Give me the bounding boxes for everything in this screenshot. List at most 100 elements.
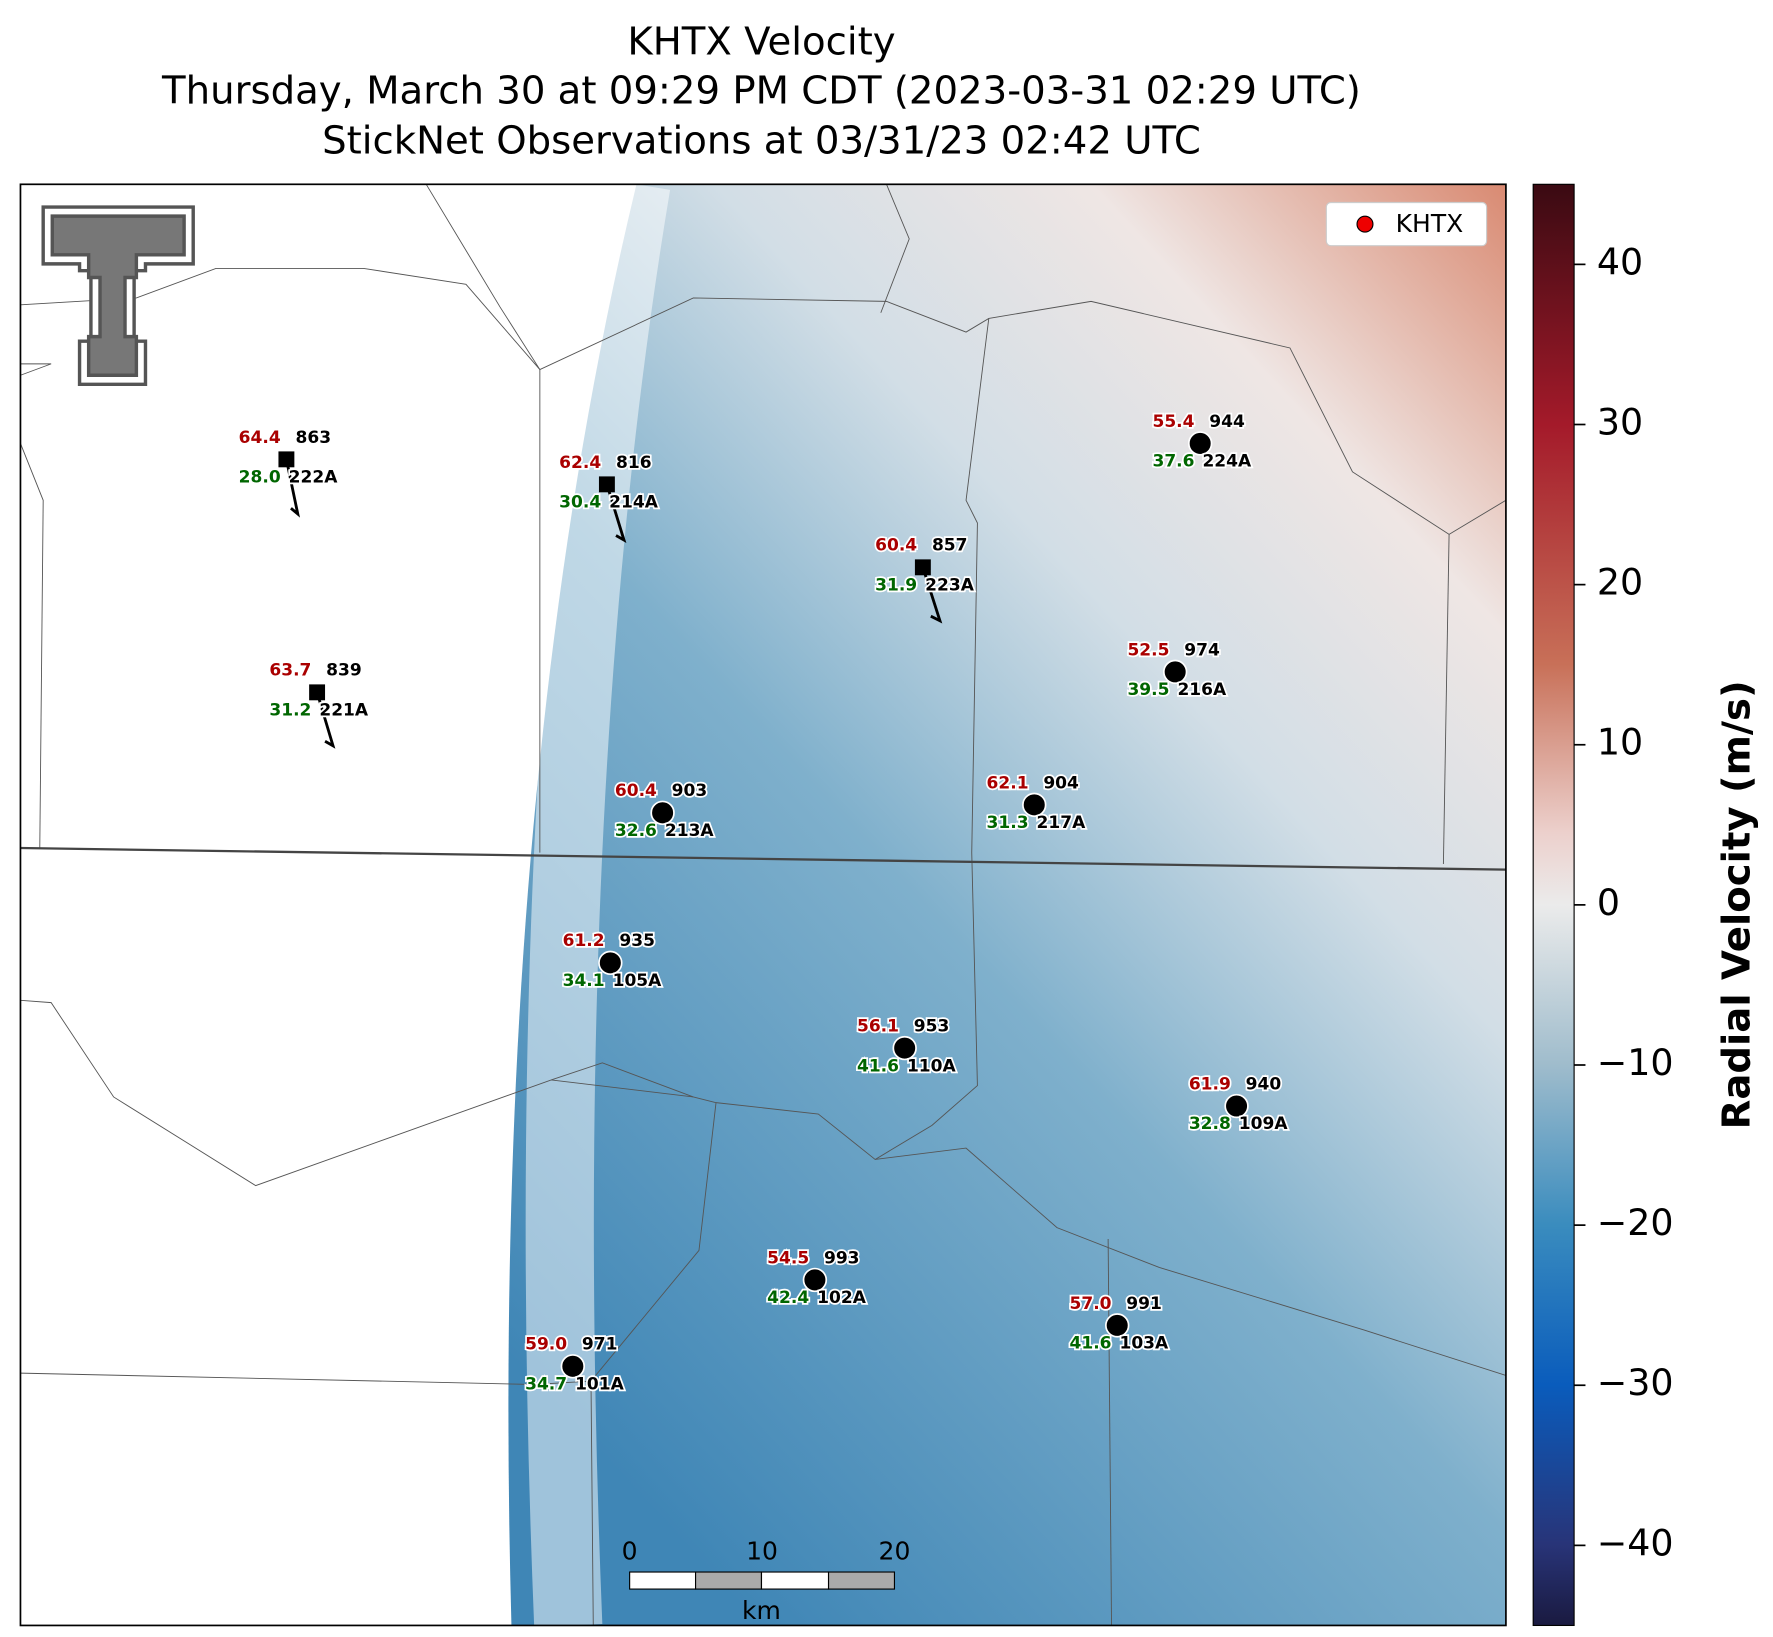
station-marker <box>1187 431 1213 456</box>
temperature: 62.1 <box>987 773 1029 793</box>
state-line <box>20 846 1506 871</box>
colorbar-tick-label: 10 <box>1597 721 1643 764</box>
pressure: 991 <box>1126 1294 1162 1314</box>
station-id: 103A <box>1119 1334 1169 1354</box>
dewpoint: 41.6 <box>1070 1334 1112 1354</box>
title: KHTX Velocity <box>627 20 895 65</box>
station-id: 221A <box>319 701 369 721</box>
station-marker <box>1104 1313 1130 1338</box>
scale-tick-label: 0 <box>622 1537 638 1566</box>
scale-bar <box>629 1571 896 1590</box>
station-marker <box>892 1035 917 1061</box>
pressure: 993 <box>824 1248 860 1268</box>
pressure: 816 <box>616 453 652 473</box>
dewpoint: 41.6 <box>857 1056 899 1076</box>
dewpoint: 31.9 <box>875 576 917 596</box>
wind-barb <box>605 483 627 544</box>
colorbar-label: Radial Velocity (m/s) <box>1714 680 1759 1129</box>
station-marker <box>598 476 615 493</box>
scale-tick-label: 10 <box>746 1537 778 1566</box>
station-id: 102A <box>817 1288 867 1308</box>
pressure: 863 <box>295 428 331 448</box>
colorbar-tick-label: −20 <box>1597 1201 1674 1244</box>
dewpoint: 34.7 <box>525 1374 567 1394</box>
colorbar-tick-label: −10 <box>1597 1041 1674 1084</box>
dewpoint: 42.4 <box>767 1288 809 1308</box>
pressure: 839 <box>326 661 362 681</box>
pressure: 940 <box>1246 1074 1282 1094</box>
temperature: 55.4 <box>1152 412 1194 432</box>
temperature: 60.4 <box>875 536 917 556</box>
plot-frame <box>19 183 1507 1627</box>
temperature: 52.5 <box>1127 640 1169 660</box>
station-marker <box>1022 792 1047 818</box>
station-id: 109A <box>1239 1114 1289 1134</box>
dewpoint: 32.6 <box>615 821 657 841</box>
station-id: 105A <box>613 971 663 991</box>
temperature: 61.9 <box>1189 1074 1231 1094</box>
subtitle: Thursday, March 30 at 09:29 PM CDT (2023… <box>161 69 1361 114</box>
temperature: 60.4 <box>615 781 657 801</box>
station-id: 216A <box>1177 680 1227 700</box>
county-lines <box>20 184 1506 1626</box>
temperature: 57.0 <box>1070 1294 1112 1314</box>
map <box>20 184 1506 1626</box>
station-marker <box>278 451 295 468</box>
station-id: 101A <box>575 1374 625 1394</box>
station-marker <box>802 1267 828 1293</box>
temperature: 54.5 <box>767 1248 809 1268</box>
pressure: 935 <box>619 931 655 951</box>
colorbar <box>1532 183 1575 1627</box>
wind-barb <box>315 691 336 749</box>
pressure: 974 <box>1184 640 1220 660</box>
subtitle: StickNet Observations at 03/31/23 02:42 … <box>322 119 1201 164</box>
pressure: 857 <box>932 536 968 556</box>
station-id: 213A <box>665 821 715 841</box>
dewpoint: 31.2 <box>269 701 311 721</box>
scale-unit: km <box>742 1596 781 1625</box>
dewpoint: 34.1 <box>563 971 605 991</box>
logo <box>41 205 195 387</box>
station-id: 224A <box>1202 452 1252 472</box>
station-id: 214A <box>609 493 659 513</box>
pressure: 953 <box>914 1016 950 1036</box>
temperature: 64.4 <box>239 428 281 448</box>
station-marker <box>598 950 623 976</box>
station-id: 223A <box>925 576 975 596</box>
colorbar-tick-label: 0 <box>1597 881 1620 924</box>
wind-barb <box>285 459 300 518</box>
legend-label: KHTX <box>1396 209 1464 238</box>
station-id: 222A <box>289 468 339 488</box>
stations: 64.4 863 28.0 222A 62.4 816 30.4 214A 60.4 857 31.… <box>237 410 1290 1396</box>
wind-barb <box>921 566 943 624</box>
station-marker <box>650 800 675 826</box>
dewpoint: 28.0 <box>239 468 281 488</box>
colorbar-tick-label: 40 <box>1597 240 1643 283</box>
station-marker <box>1224 1093 1249 1119</box>
radar-field <box>508 184 1506 1626</box>
pressure: 971 <box>582 1335 618 1355</box>
dewpoint: 31.3 <box>987 813 1029 833</box>
colorbar-tick-label: 30 <box>1597 401 1643 444</box>
legend-marker <box>1356 215 1374 233</box>
temperature: 62.4 <box>559 453 601 473</box>
temperature: 63.7 <box>269 661 311 681</box>
dewpoint: 39.5 <box>1127 680 1169 700</box>
colorbar-tick-label: 20 <box>1597 561 1643 604</box>
station-marker <box>914 559 931 576</box>
legend-box <box>1325 201 1488 247</box>
colorbar-tick-label: −30 <box>1597 1361 1674 1404</box>
temperature: 59.0 <box>525 1335 567 1355</box>
dewpoint: 32.8 <box>1189 1114 1231 1134</box>
temperature: 61.2 <box>563 931 605 951</box>
scale-tick-label: 20 <box>879 1537 911 1566</box>
station-id: 110A <box>907 1056 957 1076</box>
temperature: 56.1 <box>857 1016 899 1036</box>
dewpoint: 37.6 <box>1152 452 1194 472</box>
pressure: 904 <box>1043 773 1079 793</box>
dewpoint: 30.4 <box>559 493 601 513</box>
station-marker <box>1162 659 1188 685</box>
station-marker <box>560 1354 586 1379</box>
station-id: 217A <box>1037 813 1087 833</box>
pressure: 944 <box>1209 412 1245 432</box>
